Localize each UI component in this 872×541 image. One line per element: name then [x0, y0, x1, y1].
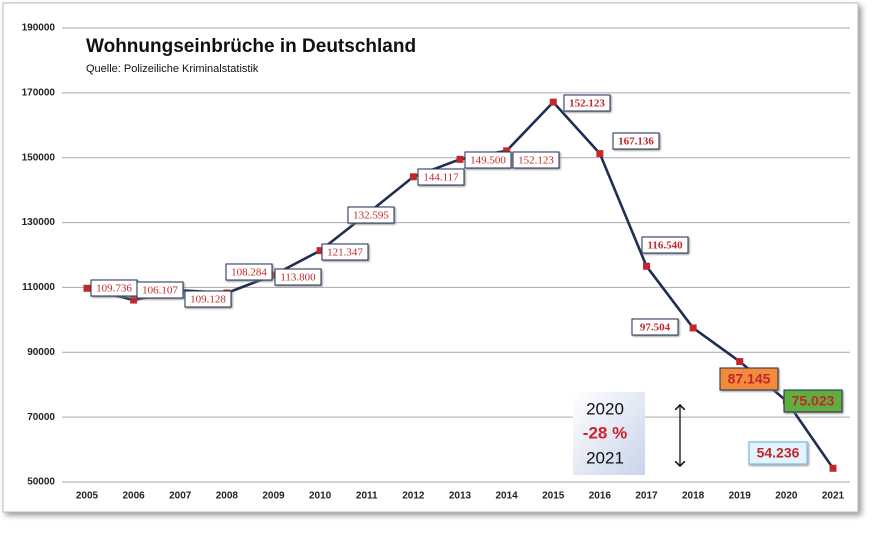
- x-tick-label: 2009: [262, 491, 285, 502]
- data-label: 167.136: [618, 136, 654, 148]
- label-box: [274, 268, 322, 286]
- data-point: [643, 262, 650, 270]
- x-tick-label: 2013: [449, 491, 472, 502]
- label-box: [783, 389, 843, 413]
- label-box: [136, 281, 184, 299]
- frame: [2, 2, 859, 513]
- data-point: [316, 247, 324, 255]
- label-box: [612, 132, 660, 150]
- data-point: [130, 296, 138, 304]
- x-tick-label: 2015: [542, 491, 565, 502]
- data-point: [689, 324, 697, 332]
- data-point: [549, 98, 557, 106]
- label-box: [347, 206, 395, 224]
- data-point: [503, 147, 511, 155]
- data-label: 121.347: [327, 247, 363, 259]
- data-label: 144.117: [423, 172, 459, 184]
- data-point: [83, 284, 91, 292]
- data-point: [736, 358, 744, 366]
- x-tick-label: 2017: [635, 491, 658, 502]
- data-point: [829, 464, 837, 472]
- data-label: 116.540: [647, 240, 683, 252]
- annotation-text: 2020: [586, 399, 624, 418]
- label-box: [563, 94, 611, 112]
- x-tick-label: 2005: [76, 491, 99, 502]
- data-point: [270, 271, 277, 279]
- x-tick-label: 2007: [169, 491, 192, 502]
- y-tick-label: 110000: [22, 282, 55, 293]
- chart-title: Wohnungseinbrüche in Deutschland: [86, 36, 416, 57]
- data-label: 87.145: [728, 371, 771, 387]
- label-box: [748, 441, 808, 465]
- chart-subtitle: Quelle: Polizeiliche Kriminalstatistik: [86, 63, 259, 75]
- data-label: 54.236: [757, 445, 800, 461]
- data-label: 108.284: [231, 267, 267, 279]
- label-box: [631, 318, 679, 336]
- y-tick-label: 90000: [27, 347, 55, 358]
- y-tick-label: 50000: [27, 477, 55, 488]
- x-tick-label: 2016: [589, 491, 612, 502]
- label-box: [641, 236, 689, 254]
- x-tick-label: 2008: [216, 491, 239, 502]
- x-tick-label: 2012: [402, 491, 425, 502]
- data-label: 109.736: [96, 283, 132, 295]
- x-tick-label: 2021: [822, 491, 845, 502]
- data-point: [456, 155, 464, 163]
- label-box: [417, 168, 465, 186]
- label-box: [321, 243, 369, 261]
- x-tick-label: 2010: [309, 491, 332, 502]
- y-tick-label: 190000: [22, 23, 56, 34]
- x-tick-label: 2006: [123, 491, 146, 502]
- label-box: [719, 367, 779, 391]
- label-box: [184, 290, 232, 308]
- x-tick-label: 2011: [356, 491, 378, 502]
- x-tick-label: 2014: [496, 491, 519, 502]
- x-tick-label: 2018: [682, 491, 705, 502]
- data-label: 113.800: [280, 272, 316, 284]
- y-tick-label: 130000: [22, 217, 56, 228]
- y-tick-label: 170000: [22, 87, 56, 98]
- data-label: 132.595: [353, 210, 389, 222]
- data-label: 152.123: [569, 98, 605, 110]
- data-point: [596, 150, 604, 158]
- annotation-text: -28 %: [583, 423, 627, 442]
- data-label: 149.500: [470, 155, 506, 167]
- x-tick-label: 2019: [729, 491, 752, 502]
- x-tick-label: 2020: [775, 491, 798, 502]
- data-label: 152.123: [518, 155, 554, 167]
- data-label: 97.504: [640, 322, 671, 334]
- label-box: [225, 263, 273, 281]
- annotation-box: [573, 392, 645, 475]
- annotation-text: 2021: [586, 448, 624, 467]
- data-label: 106.107: [142, 285, 178, 297]
- data-label: 109.128: [190, 294, 226, 306]
- label-box: [464, 151, 512, 169]
- y-tick-label: 70000: [27, 412, 55, 423]
- data-label: 75.023: [792, 393, 835, 409]
- label-box: [512, 151, 560, 169]
- data-point: [409, 173, 417, 181]
- y-tick-label: 150000: [22, 152, 56, 163]
